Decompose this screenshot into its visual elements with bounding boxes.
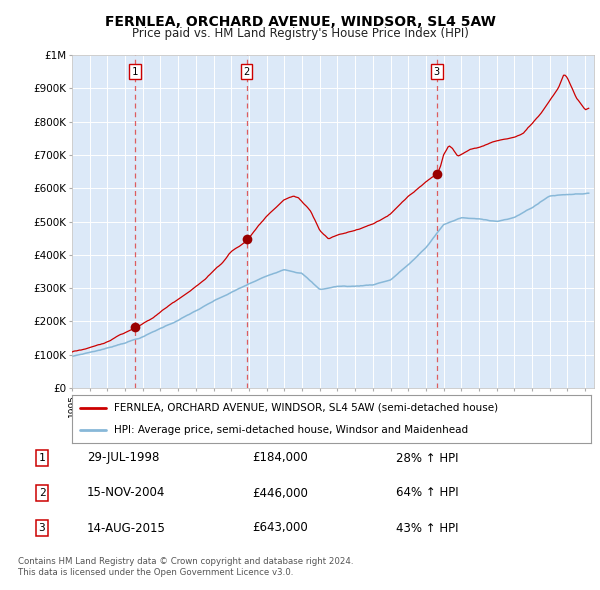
- Text: Contains HM Land Registry data © Crown copyright and database right 2024.: Contains HM Land Registry data © Crown c…: [18, 558, 353, 566]
- Text: 1: 1: [38, 453, 46, 463]
- Text: 15-NOV-2004: 15-NOV-2004: [87, 487, 166, 500]
- Text: 1: 1: [132, 67, 138, 77]
- Text: 29-JUL-1998: 29-JUL-1998: [87, 451, 160, 464]
- Text: HPI: Average price, semi-detached house, Windsor and Maidenhead: HPI: Average price, semi-detached house,…: [113, 425, 467, 435]
- Text: 3: 3: [434, 67, 440, 77]
- Text: This data is licensed under the Open Government Licence v3.0.: This data is licensed under the Open Gov…: [18, 568, 293, 577]
- Text: FERNLEA, ORCHARD AVENUE, WINDSOR, SL4 5AW (semi-detached house): FERNLEA, ORCHARD AVENUE, WINDSOR, SL4 5A…: [113, 403, 497, 413]
- Text: Price paid vs. HM Land Registry's House Price Index (HPI): Price paid vs. HM Land Registry's House …: [131, 27, 469, 40]
- Text: 2: 2: [244, 67, 250, 77]
- Text: £184,000: £184,000: [252, 451, 308, 464]
- Text: 64% ↑ HPI: 64% ↑ HPI: [396, 487, 458, 500]
- Text: 2: 2: [38, 488, 46, 498]
- Text: £643,000: £643,000: [252, 522, 308, 535]
- Text: 43% ↑ HPI: 43% ↑ HPI: [396, 522, 458, 535]
- Text: £446,000: £446,000: [252, 487, 308, 500]
- Text: 28% ↑ HPI: 28% ↑ HPI: [396, 451, 458, 464]
- Text: 14-AUG-2015: 14-AUG-2015: [87, 522, 166, 535]
- Text: 3: 3: [38, 523, 46, 533]
- Text: FERNLEA, ORCHARD AVENUE, WINDSOR, SL4 5AW: FERNLEA, ORCHARD AVENUE, WINDSOR, SL4 5A…: [104, 15, 496, 30]
